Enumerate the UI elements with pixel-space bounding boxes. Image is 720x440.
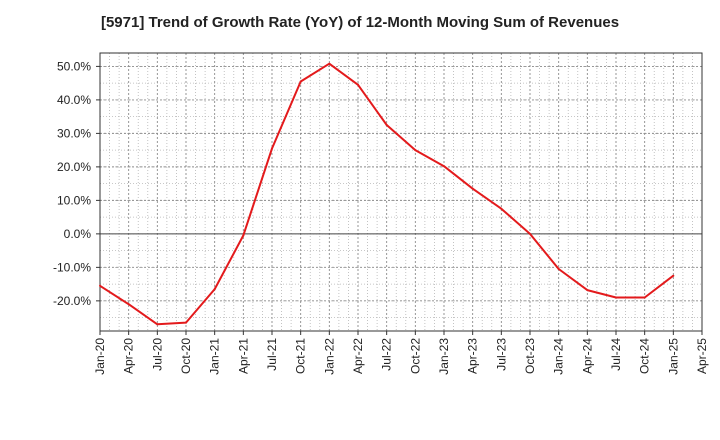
x-tick-label: Jul-22: [380, 338, 394, 371]
data-point: [156, 323, 159, 326]
x-tick-label: Jan-24: [552, 338, 566, 375]
x-tick-label: Jan-25: [666, 338, 680, 375]
data-point: [99, 284, 101, 287]
y-tick-label: 10.0%: [57, 193, 91, 207]
data-point: [357, 83, 359, 86]
x-tick-label: Jan-20: [93, 338, 107, 375]
data-point: [443, 165, 445, 168]
chart-title: [5971] Trend of Growth Rate (YoY) of 12-…: [100, 14, 620, 31]
y-tick-label: 30.0%: [57, 126, 91, 140]
y-tick-label: -20.0%: [53, 294, 91, 308]
x-tick-label: Oct-24: [638, 338, 652, 374]
data-point: [127, 303, 130, 306]
x-tick-label: Apr-20: [122, 338, 136, 374]
data-point: [557, 268, 560, 271]
data-point: [299, 80, 302, 83]
data-point: [271, 147, 273, 150]
x-tick-label: Apr-22: [351, 338, 365, 374]
x-tick-label: Jul-23: [494, 338, 508, 371]
y-tick-label: -10.0%: [53, 260, 91, 274]
x-tick-label: Jul-24: [609, 338, 623, 371]
x-tick-label: Oct-23: [523, 338, 537, 374]
x-tick-label: Apr-21: [236, 338, 250, 374]
x-tick-label: Apr-24: [580, 338, 594, 374]
data-point: [586, 289, 589, 292]
x-tick-label: Oct-21: [294, 338, 308, 374]
data-point: [643, 296, 646, 299]
x-tick-label: Jan-21: [208, 338, 222, 375]
plot-frame: [99, 52, 703, 332]
data-point: [385, 124, 388, 127]
x-tick-label: Jul-20: [150, 338, 164, 371]
data-point: [672, 274, 675, 277]
y-tick-label: 40.0%: [57, 93, 91, 107]
y-tick-label: 0.0%: [64, 227, 92, 241]
x-tick-label: Apr-25: [695, 338, 709, 374]
y-tick-label: 20.0%: [57, 160, 91, 174]
data-point: [242, 234, 245, 237]
data-point: [328, 62, 331, 65]
x-tick-label: Jul-21: [265, 338, 279, 371]
data-point: [185, 321, 187, 324]
data-point: [471, 187, 474, 190]
data-point: [615, 296, 617, 299]
x-tick-label: Apr-23: [466, 338, 480, 374]
data-point: [529, 232, 531, 235]
x-tick-label: Jan-23: [437, 338, 451, 375]
x-tick-label: Jan-22: [322, 338, 336, 375]
data-point: [414, 149, 417, 152]
x-tick-label: Oct-20: [179, 338, 193, 374]
data-point: [213, 288, 216, 291]
y-tick-label: 50.0%: [57, 59, 91, 73]
x-tick-label: Oct-22: [408, 338, 422, 374]
data-point: [500, 207, 503, 210]
